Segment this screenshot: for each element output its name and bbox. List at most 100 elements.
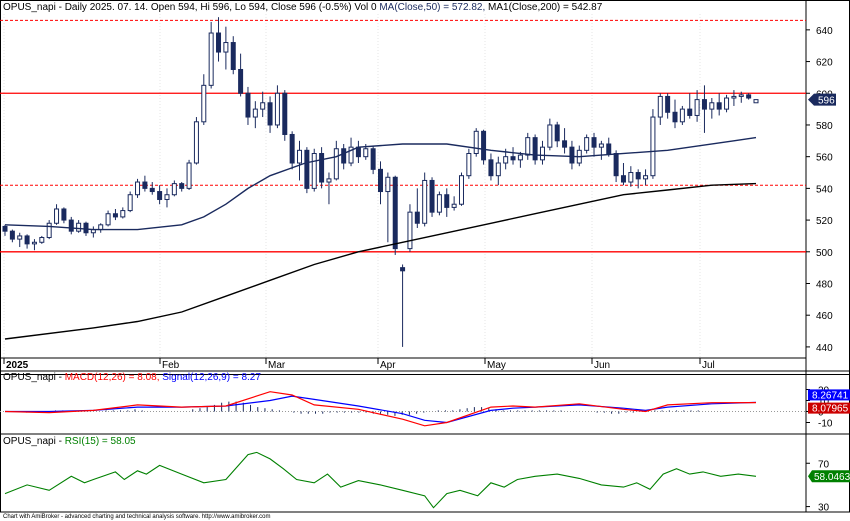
candle-body bbox=[193, 121, 199, 164]
candle-body bbox=[429, 179, 435, 213]
candle-body bbox=[716, 102, 722, 110]
candle-body bbox=[628, 172, 634, 183]
candle-body bbox=[201, 84, 207, 123]
candle-body bbox=[665, 95, 671, 113]
y-tick-label: 440 bbox=[816, 343, 833, 354]
candle-body bbox=[687, 108, 693, 116]
candle-body bbox=[488, 159, 494, 177]
candle-body bbox=[135, 181, 141, 196]
candle-body bbox=[620, 175, 626, 183]
macd-value-label: 8.26741 bbox=[812, 390, 849, 401]
candle-body bbox=[348, 146, 354, 164]
candle-body bbox=[171, 183, 177, 196]
candle-body bbox=[517, 154, 523, 161]
candle-body bbox=[149, 187, 155, 193]
candle-body bbox=[186, 162, 192, 189]
candle-body bbox=[2, 225, 8, 232]
y-tick-label: 480 bbox=[816, 279, 833, 290]
candle-body bbox=[370, 148, 376, 170]
signal-value-tag bbox=[808, 402, 850, 414]
price-pane: 2025FebMarAprMayJunJul640620600580560540… bbox=[0, 0, 850, 375]
candle-body bbox=[414, 211, 420, 224]
candle-body bbox=[297, 149, 303, 164]
candle-body bbox=[606, 143, 612, 155]
candle-body bbox=[532, 137, 538, 161]
candle-body bbox=[311, 153, 317, 189]
candle-body bbox=[378, 168, 383, 193]
last-price-tag bbox=[808, 93, 836, 106]
candle-body bbox=[385, 176, 391, 193]
y-tick-label: 500 bbox=[816, 248, 833, 259]
y-tick-label: 520 bbox=[816, 216, 833, 227]
candle-body bbox=[672, 111, 678, 123]
candle-body bbox=[562, 140, 568, 148]
candle-body bbox=[83, 222, 89, 234]
macd-header: OPUS_napi - MACD(12,26) = 8.08, Signal(1… bbox=[3, 372, 261, 383]
candle-body bbox=[98, 224, 104, 231]
candle-body bbox=[326, 178, 332, 183]
candle-body bbox=[746, 94, 752, 99]
macd-value-tag bbox=[808, 389, 850, 401]
candle-body bbox=[76, 222, 82, 232]
candle-body bbox=[333, 148, 339, 180]
candle-body bbox=[31, 241, 37, 245]
candle-body bbox=[392, 176, 398, 250]
footer-credit: Chart with AmiBroker - advanced charting… bbox=[3, 514, 270, 520]
candle-body bbox=[46, 222, 52, 239]
y-tick-label: 620 bbox=[816, 58, 833, 69]
candle-body bbox=[208, 32, 214, 86]
candle-body bbox=[635, 172, 641, 180]
candle-body bbox=[157, 191, 163, 200]
candle-body bbox=[267, 102, 273, 126]
candle-body bbox=[422, 179, 428, 224]
candle-body bbox=[709, 102, 715, 110]
price-header: OPUS_napi - Daily 2025. 07. 14. Open 594… bbox=[3, 2, 603, 13]
candle-body bbox=[223, 42, 229, 53]
macd-y-tick-label: 10 bbox=[818, 397, 830, 408]
candle-body bbox=[738, 94, 744, 97]
rsi-y-tick-label: 30 bbox=[818, 503, 830, 514]
rsi-value-label: 58.0463 bbox=[814, 472, 850, 483]
x-tick-label: Mar bbox=[268, 360, 286, 371]
candle-body bbox=[319, 153, 325, 183]
rsi-line bbox=[4, 451, 757, 509]
y-tick-label: 580 bbox=[816, 121, 833, 132]
candle-body bbox=[238, 68, 244, 94]
candle-body bbox=[473, 130, 479, 155]
candle-body bbox=[466, 153, 472, 177]
candle-body bbox=[554, 124, 560, 142]
candle-body bbox=[731, 95, 737, 99]
x-tick-label: 2025 bbox=[6, 360, 29, 371]
candle-body bbox=[407, 211, 413, 250]
candle-body bbox=[444, 194, 450, 208]
candle-body bbox=[510, 156, 516, 161]
candle-body bbox=[679, 108, 685, 123]
candle-body bbox=[179, 183, 185, 189]
candle-body bbox=[127, 194, 133, 212]
candle-body bbox=[260, 102, 266, 110]
candle-body bbox=[282, 92, 288, 135]
candle-body bbox=[451, 203, 457, 208]
candle-body bbox=[613, 153, 619, 177]
candle-body bbox=[753, 99, 759, 104]
candle-body bbox=[657, 95, 663, 118]
candle-body bbox=[164, 194, 170, 200]
signal-value-label: 8.07965 bbox=[812, 404, 849, 415]
candle-body bbox=[598, 143, 604, 148]
candle-body bbox=[120, 210, 126, 218]
candle-body bbox=[481, 130, 487, 161]
candle-body bbox=[458, 175, 464, 205]
candle-body bbox=[650, 116, 656, 177]
candle-body bbox=[539, 146, 545, 161]
candle-body bbox=[252, 108, 258, 118]
candle-body bbox=[547, 124, 553, 148]
rsi-y-tick-label: 70 bbox=[818, 459, 830, 470]
rsi-value-tag bbox=[808, 470, 850, 483]
candle-body bbox=[289, 133, 295, 164]
candle-body bbox=[9, 230, 15, 240]
macd-y-tick-label: -10 bbox=[818, 419, 833, 430]
candle-body bbox=[495, 162, 501, 177]
candle-body bbox=[39, 237, 45, 243]
candle-body bbox=[363, 148, 369, 158]
